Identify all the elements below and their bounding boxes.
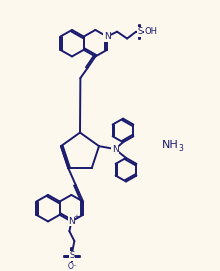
Text: +: + <box>73 214 79 220</box>
Text: OH: OH <box>145 27 158 36</box>
Text: S: S <box>138 27 143 36</box>
Text: N: N <box>112 145 118 154</box>
Text: N: N <box>68 217 75 226</box>
Text: S: S <box>70 251 75 260</box>
Text: NH: NH <box>162 140 179 150</box>
Text: O⁻: O⁻ <box>68 262 77 271</box>
Text: 3: 3 <box>178 144 183 153</box>
Text: N: N <box>104 32 110 41</box>
